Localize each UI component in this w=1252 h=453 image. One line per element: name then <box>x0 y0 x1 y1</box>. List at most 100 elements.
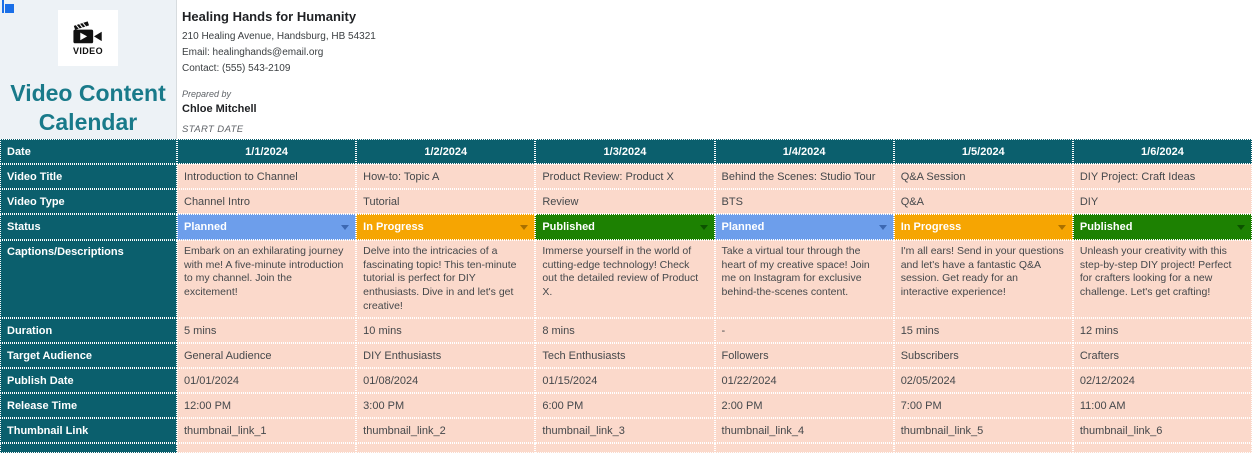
status-dropdown[interactable]: Planned <box>177 214 357 240</box>
data-cell[interactable]: Review <box>535 189 715 214</box>
dropdown-arrow-icon <box>520 224 529 230</box>
data-cell[interactable]: How-to: Topic A <box>356 164 536 189</box>
status-dropdown[interactable]: Planned <box>714 214 894 240</box>
table-row-video-type: Video Type Channel Intro Tutorial Review BTS… <box>0 189 1252 214</box>
data-cell[interactable]: 15 mins <box>893 318 1073 343</box>
caption-cell[interactable]: Immerse yourself in the world of cutting… <box>535 240 715 318</box>
logo: VIDEO <box>58 10 118 66</box>
data-cell[interactable]: BTS <box>714 189 894 214</box>
data-cell <box>1072 443 1252 453</box>
top-section: VIDEO Video Content Calendar Healing Han… <box>0 0 1252 139</box>
dropdown-arrow-icon <box>341 224 350 230</box>
row-header-video-title: Video Title <box>0 164 177 189</box>
data-cell[interactable]: Introduction to Channel <box>177 164 357 189</box>
data-cell[interactable]: 11:00 AM <box>1072 393 1252 418</box>
row-header-partial <box>0 443 177 453</box>
data-cell[interactable]: - <box>714 318 894 343</box>
status-dropdown[interactable]: In Progress <box>356 214 536 240</box>
table-row-duration: Duration 5 mins 10 mins 8 mins -15 mins 12 mi… <box>0 318 1252 343</box>
start-date-label: START DATE <box>182 124 244 135</box>
data-cell <box>893 443 1073 453</box>
prepared-by-label: Prepared by <box>182 89 232 99</box>
data-cell[interactable]: thumbnail_link_2 <box>356 418 536 443</box>
row-header-duration: Duration <box>0 318 177 343</box>
data-cell[interactable]: 8 mins <box>535 318 715 343</box>
row-header-thumbnail-link: Thumbnail Link <box>0 418 177 443</box>
table-row-date: Date 1/1/2024 1/2/2024 1/3/2024 1/4/2024 1/5/… <box>0 139 1252 164</box>
data-cell[interactable]: thumbnail_link_4 <box>714 418 894 443</box>
dropdown-arrow-icon <box>699 224 708 230</box>
collab-cursor-dot <box>5 4 14 13</box>
date-header-cell[interactable]: 1/1/2024 <box>177 139 357 164</box>
data-cell[interactable]: 01/15/2024 <box>535 368 715 393</box>
caption-cell[interactable]: Delve into the intricacies of a fascinat… <box>356 240 536 318</box>
data-cell[interactable]: 02/05/2024 <box>893 368 1073 393</box>
data-cell[interactable]: DIY Project: Craft Ideas <box>1072 164 1252 189</box>
page-title: Video Content Calendar <box>10 80 166 135</box>
data-cell[interactable]: 5 mins <box>177 318 357 343</box>
caption-cell[interactable]: I'm all ears! Send in your questions and… <box>893 240 1073 318</box>
caption-cell[interactable]: Take a virtual tour through the heart of… <box>714 240 894 318</box>
status-dropdown[interactable]: Published <box>1072 214 1252 240</box>
data-cell[interactable]: Q&A Session <box>893 164 1073 189</box>
table-row-status: Status Planned In Progress Published Planned… <box>0 214 1252 240</box>
data-cell[interactable]: Crafters <box>1072 343 1252 368</box>
data-cell <box>177 443 357 453</box>
data-cell[interactable]: thumbnail_link_1 <box>177 418 357 443</box>
data-cell[interactable]: 01/22/2024 <box>714 368 894 393</box>
data-cell <box>356 443 536 453</box>
caption-cell[interactable]: Unleash your creativity with this step-b… <box>1072 240 1252 318</box>
data-cell[interactable]: thumbnail_link_3 <box>535 418 715 443</box>
status-dropdown[interactable]: In Progress <box>893 214 1073 240</box>
org-address: 210 Healing Avenue, Handsburg, HB 54321 <box>182 31 376 42</box>
data-cell[interactable]: 01/08/2024 <box>356 368 536 393</box>
table-row-captions-descriptions: Captions/Descriptions Embark on an exhila… <box>0 240 1252 318</box>
row-header-release-time: Release Time <box>0 393 177 418</box>
data-cell[interactable]: Behind the Scenes: Studio Tour <box>714 164 894 189</box>
data-cell <box>714 443 894 453</box>
row-header-video-type: Video Type <box>0 189 177 214</box>
status-label: Published <box>542 221 595 233</box>
data-cell[interactable]: General Audience <box>177 343 357 368</box>
date-header-cell[interactable]: 1/3/2024 <box>535 139 715 164</box>
dropdown-arrow-icon <box>1057 224 1066 230</box>
sidebar: VIDEO Video Content Calendar <box>0 0 177 139</box>
data-cell[interactable]: Followers <box>714 343 894 368</box>
row-header-captions-descriptions: Captions/Descriptions <box>0 240 177 318</box>
data-cell[interactable]: 6:00 PM <box>535 393 715 418</box>
date-header-cell[interactable]: 1/4/2024 <box>714 139 894 164</box>
org-contact: Contact: (555) 543-2109 <box>182 63 291 74</box>
data-cell[interactable]: 7:00 PM <box>893 393 1073 418</box>
table-row-target-audience: Target Audience General Audience DIY Enthu… <box>0 343 1252 368</box>
date-header-cell[interactable]: 1/6/2024 <box>1072 139 1252 164</box>
data-cell[interactable]: Tutorial <box>356 189 536 214</box>
data-cell[interactable]: Tech Enthusiasts <box>535 343 715 368</box>
data-cell[interactable]: thumbnail_link_5 <box>893 418 1073 443</box>
row-header-publish-date: Publish Date <box>0 368 177 393</box>
data-cell[interactable]: 12 mins <box>1072 318 1252 343</box>
data-cell[interactable]: DIY Enthusiasts <box>356 343 536 368</box>
data-cell[interactable]: Channel Intro <box>177 189 357 214</box>
data-cell[interactable]: 10 mins <box>356 318 536 343</box>
caption-cell[interactable]: Embark on an exhilarating journey with m… <box>177 240 357 318</box>
row-header-date: Date <box>0 139 177 164</box>
data-cell[interactable]: DIY <box>1072 189 1252 214</box>
date-header-cell[interactable]: 1/5/2024 <box>893 139 1073 164</box>
data-cell[interactable]: 12:00 PM <box>177 393 357 418</box>
table-row-thumbnail-link: Thumbnail Link thumbnail_link_1 thumbnail_… <box>0 418 1252 443</box>
data-cell[interactable]: Product Review: Product X <box>535 164 715 189</box>
collab-cursor-line <box>2 0 4 13</box>
data-cell[interactable]: 2:00 PM <box>714 393 894 418</box>
status-label: Published <box>1079 221 1133 233</box>
data-cell[interactable]: 02/12/2024 <box>1072 368 1252 393</box>
row-header-status: Status <box>0 214 177 240</box>
status-dropdown[interactable]: Published <box>535 214 715 240</box>
data-cell[interactable]: Q&A <box>893 189 1073 214</box>
data-cell[interactable]: thumbnail_link_6 <box>1072 418 1252 443</box>
dropdown-arrow-icon <box>878 224 887 230</box>
date-header-cell[interactable]: 1/2/2024 <box>356 139 536 164</box>
data-cell[interactable]: 3:00 PM <box>356 393 536 418</box>
data-cell[interactable]: 01/01/2024 <box>177 368 357 393</box>
status-label: In Progress <box>363 221 424 233</box>
data-cell[interactable]: Subscribers <box>893 343 1073 368</box>
